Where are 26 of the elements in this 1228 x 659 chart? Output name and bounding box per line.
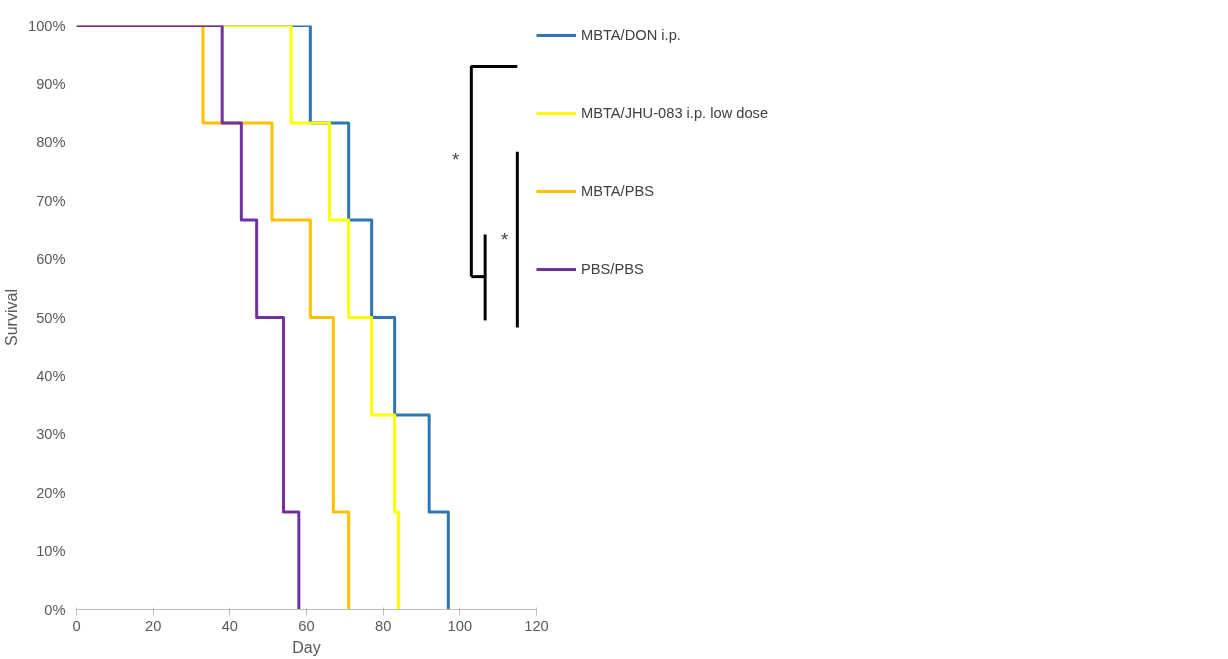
x-tick-label: 120 bbox=[524, 617, 549, 634]
y-tick-label: 60% bbox=[36, 251, 66, 268]
y-tick-label: 70% bbox=[36, 192, 66, 209]
y-tick-label: 0% bbox=[44, 601, 66, 618]
y-axis-title: Survival bbox=[3, 289, 21, 346]
x-tick-label: 100 bbox=[447, 617, 473, 634]
legend-label: PBS/PBS bbox=[581, 260, 644, 279]
y-tick-label: 80% bbox=[36, 134, 66, 151]
legend-label: MBTA/JHU-083 i.p. low dose bbox=[581, 104, 769, 123]
legend-label: MBTA/PBS bbox=[581, 182, 655, 201]
x-tick-label: 0 bbox=[72, 617, 81, 634]
y-tick-label: 30% bbox=[36, 426, 66, 443]
legend-label: MBTA/DON i.p. bbox=[581, 26, 681, 45]
x-tick-label: 80 bbox=[375, 617, 392, 634]
x-axis-title: Day bbox=[292, 638, 321, 656]
annotation: * bbox=[451, 149, 460, 171]
y-tick-label: 100% bbox=[28, 17, 66, 34]
y-tick-label: 40% bbox=[36, 367, 66, 384]
y-tick-label: 90% bbox=[36, 75, 66, 92]
y-tick-label: 50% bbox=[36, 309, 66, 326]
y-tick-label: 10% bbox=[36, 543, 66, 560]
x-tick-label: 20 bbox=[145, 617, 162, 634]
x-tick-label: 60 bbox=[298, 617, 315, 634]
y-tick-label: 20% bbox=[36, 484, 66, 501]
annotation: * bbox=[501, 228, 509, 250]
x-tick-label: 40 bbox=[221, 617, 238, 634]
